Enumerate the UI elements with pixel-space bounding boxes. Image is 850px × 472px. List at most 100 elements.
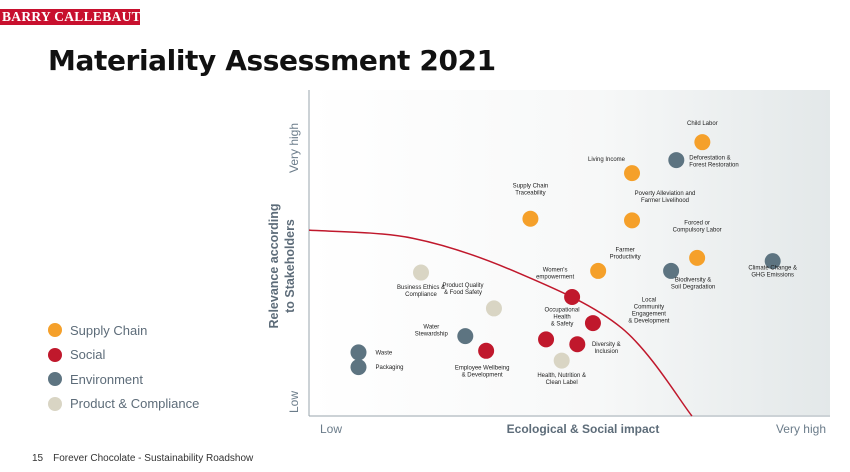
label-line: Health [553, 314, 570, 320]
y-tick-high: Very high [287, 123, 301, 173]
point-packaging [350, 359, 367, 376]
label-line: Farmer [615, 247, 634, 253]
label-poverty-alleviation-and-farmer-livelihood: Poverty Alleviation and Farmer Livelihood [635, 191, 696, 204]
label-line: & Development [628, 319, 669, 325]
label-line: & Food Safety [444, 290, 482, 296]
label-line: Supply Chain [513, 183, 549, 189]
x-tick-high: Very high [776, 422, 826, 436]
footer: 15 Forever Chocolate - Sustainability Roa… [32, 453, 253, 464]
y-tick-low: Low [287, 391, 301, 413]
label-business-ethics-compliance: Business Ethics & Compliance [397, 285, 445, 298]
label-line: Local [642, 298, 656, 304]
point-women-s-empowerment [564, 289, 581, 306]
point-poverty-alleviation-and-farmer-livelihood [624, 212, 641, 229]
legend-label-environment: Environment [70, 371, 143, 387]
label-line: Compulsory Labor [673, 227, 722, 233]
label-employee-wellbeing-development: Employee Wellbeing & Development [455, 365, 510, 378]
legend-label-social: Social [70, 347, 106, 363]
label-line: Inclusion [594, 349, 618, 355]
point-supply-chain-traceability [522, 210, 539, 227]
legend-item-environment: Environment [48, 367, 199, 392]
point-waste [350, 344, 367, 361]
point-local-community-engagement-development [584, 315, 601, 332]
point-farmer-productivity [590, 262, 607, 279]
point-deforestation-forest-restoration [668, 152, 685, 169]
label-line: & Development [462, 372, 503, 378]
page-number: 15 [32, 453, 44, 464]
label-line: Health, Nutrition & [537, 373, 586, 379]
label-local-community-engagement-development: Local Community Engagement & Development [628, 298, 669, 325]
label-line: Child Labor [687, 121, 718, 127]
label-line: Deforestation & [689, 156, 730, 162]
point-employee-wellbeing-development [478, 342, 495, 359]
label-occupational-health-safety: Occupational Health & Safety [545, 307, 580, 327]
label-line: Engagement [632, 312, 666, 318]
legend-item-supply-chain: Supply Chain [48, 318, 199, 343]
label-line: Farmer Livelihood [641, 198, 689, 204]
label-line: Compliance [405, 292, 437, 298]
label-line: Water [423, 325, 439, 331]
label-climate-change-ghg-emissions: Climate Change & GHG Emissions [748, 266, 797, 279]
point-biodiversity-soil-degradation [663, 262, 680, 279]
label-women-s-empowerment: Women's empowerment [536, 268, 574, 281]
label-line: Business Ethics & [397, 285, 445, 291]
label-line: Employee Wellbeing [455, 365, 510, 371]
label-living-income: Living Income [588, 157, 626, 163]
legend-dot-environment [48, 372, 62, 387]
label-line: Climate Change & [748, 266, 797, 272]
label-product-quality-food-safety: Product Quality & Food Safety [442, 283, 483, 296]
legend: Supply Chain Social Environment Product … [48, 318, 199, 416]
legend-label-product-compliance: Product & Compliance [70, 396, 200, 412]
point-child-labor [694, 134, 711, 151]
point-living-income [624, 165, 641, 182]
label-line: Waste [375, 350, 392, 356]
point-forced-or-compulsory-labor [689, 249, 706, 266]
label-line: Traceability [515, 190, 545, 196]
label-supply-chain-traceability: Supply Chain Traceability [513, 183, 549, 196]
label-line: Product Quality [442, 283, 483, 289]
point-climate-change-ghg-emissions [764, 253, 781, 270]
label-child-labor: Child Labor [687, 121, 718, 127]
label-farmer-productivity: Farmer Productivity [610, 247, 641, 260]
label-deforestation-forest-restoration: Deforestation & Forest Restoration [689, 156, 738, 169]
point-occupational-health-safety [538, 331, 555, 348]
point-health-nutrition-clean-label [553, 352, 570, 369]
label-health-nutrition-clean-label: Health, Nutrition & Clean Label [537, 373, 586, 386]
materiality-threshold-curve [308, 229, 693, 417]
label-water-stewardship: Water Stewardship [415, 325, 449, 338]
legend-dot-social [48, 347, 62, 362]
x-axis-label: Ecological & Social impact [507, 422, 660, 436]
label-line: Packaging [375, 365, 403, 371]
company-logo: BARRY CALLEBAUT [0, 9, 140, 25]
label-line: Biodiversity & [675, 277, 711, 283]
label-line: Poverty Alleviation and [635, 191, 696, 197]
legend-item-social: Social [48, 343, 199, 368]
label-line: Stewardship [415, 332, 449, 338]
label-line: GHG Emissions [751, 273, 794, 279]
point-business-ethics-compliance [413, 264, 430, 281]
point-product-quality-food-safety [485, 300, 502, 317]
page-title: Materiality Assessment 2021 [48, 44, 496, 77]
point-diversity-inclusion [569, 336, 586, 353]
label-line: Living Income [588, 157, 626, 163]
label-line: Diversity & [592, 342, 621, 348]
y-axis-label-line-1: Relevance according [267, 203, 281, 328]
legend-label-supply-chain: Supply Chain [70, 322, 148, 338]
label-forced-or-compulsory-labor: Forced or Compulsory Labor [673, 220, 722, 233]
label-line: empowerment [536, 275, 574, 281]
label-line: Soil Degradation [671, 284, 715, 290]
point-water-stewardship [457, 328, 474, 345]
legend-dot-supply-chain [48, 323, 62, 338]
label-packaging: Packaging [375, 365, 403, 371]
label-line: Clean Label [546, 380, 578, 386]
legend-item-product-compliance: Product & Compliance [48, 392, 199, 417]
y-axis-label-line-2: to Stakeholders [283, 219, 297, 313]
label-line: Occupational [545, 307, 580, 313]
label-waste: Waste [375, 350, 392, 356]
label-line: Community [634, 305, 664, 311]
footer-text: Forever Chocolate - Sustainability Roads… [53, 453, 254, 464]
label-line: Productivity [610, 254, 641, 260]
label-biodiversity-soil-degradation: Biodiversity & Soil Degradation [671, 277, 715, 290]
label-line: & Safety [551, 321, 574, 327]
